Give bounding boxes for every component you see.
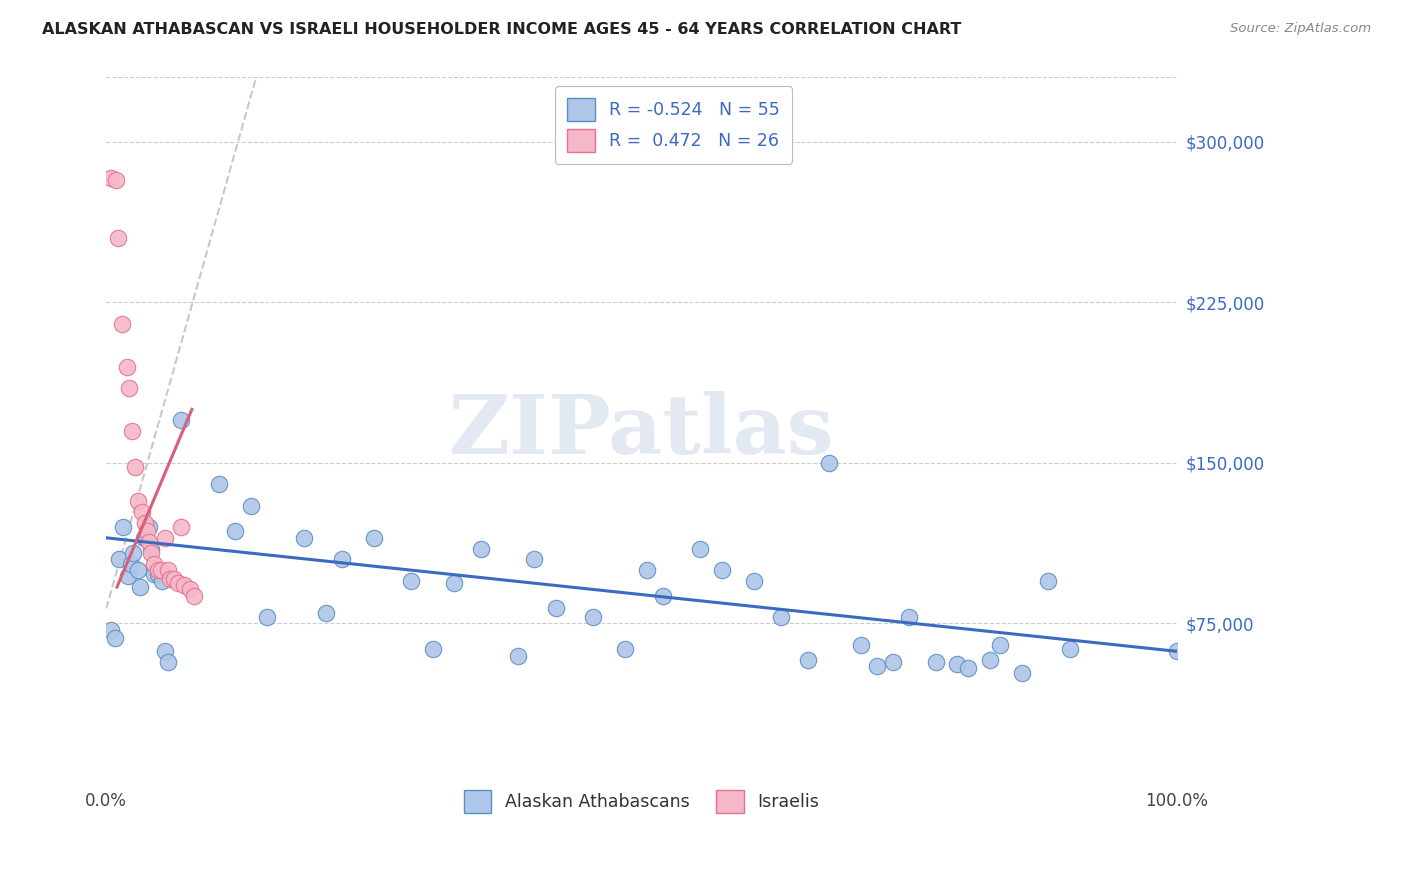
Point bbox=[957, 661, 980, 675]
Point bbox=[614, 642, 637, 657]
Point bbox=[508, 648, 530, 663]
Point bbox=[100, 171, 122, 186]
Point bbox=[652, 589, 675, 603]
Point bbox=[1038, 574, 1060, 588]
Point bbox=[315, 606, 337, 620]
Point bbox=[689, 541, 711, 556]
Point bbox=[141, 541, 163, 556]
Point bbox=[143, 567, 166, 582]
Text: ZIPatlas: ZIPatlas bbox=[449, 391, 834, 471]
Point bbox=[946, 657, 969, 672]
Point bbox=[849, 638, 872, 652]
Point bbox=[167, 575, 190, 590]
Point bbox=[179, 582, 201, 597]
Point bbox=[582, 610, 605, 624]
Point bbox=[138, 535, 160, 549]
Point bbox=[363, 531, 385, 545]
Point bbox=[170, 413, 193, 427]
Point bbox=[925, 655, 948, 669]
Point bbox=[108, 552, 131, 566]
Point bbox=[157, 655, 180, 669]
Point bbox=[118, 381, 141, 395]
Point bbox=[153, 644, 176, 658]
Point bbox=[866, 659, 889, 673]
Point bbox=[208, 477, 231, 491]
Point bbox=[127, 563, 149, 577]
Point bbox=[159, 572, 181, 586]
Point bbox=[224, 524, 246, 539]
Point bbox=[141, 546, 163, 560]
Text: ALASKAN ATHABASCAN VS ISRAELI HOUSEHOLDER INCOME AGES 45 - 64 YEARS CORRELATION : ALASKAN ATHABASCAN VS ISRAELI HOUSEHOLDE… bbox=[42, 22, 962, 37]
Point bbox=[112, 520, 135, 534]
Point bbox=[988, 638, 1011, 652]
Point bbox=[157, 563, 180, 577]
Point bbox=[150, 574, 173, 588]
Point bbox=[443, 575, 465, 590]
Point bbox=[121, 424, 143, 438]
Point bbox=[100, 623, 122, 637]
Point bbox=[131, 505, 153, 519]
Point bbox=[523, 552, 546, 566]
Point bbox=[1011, 665, 1033, 680]
Point bbox=[111, 317, 134, 331]
Point bbox=[107, 231, 129, 245]
Point bbox=[422, 642, 444, 657]
Point bbox=[898, 610, 921, 624]
Point bbox=[122, 546, 145, 560]
Point bbox=[115, 359, 138, 374]
Point bbox=[239, 499, 262, 513]
Point bbox=[129, 580, 152, 594]
Point bbox=[120, 557, 142, 571]
Point bbox=[882, 655, 904, 669]
Point bbox=[401, 574, 423, 588]
Point bbox=[146, 567, 169, 582]
Point bbox=[146, 563, 169, 577]
Point bbox=[183, 589, 205, 603]
Point bbox=[117, 569, 139, 583]
Point bbox=[138, 520, 160, 534]
Point bbox=[104, 632, 127, 646]
Point bbox=[470, 541, 492, 556]
Point bbox=[1166, 644, 1188, 658]
Point bbox=[544, 601, 567, 615]
Point bbox=[173, 578, 195, 592]
Point bbox=[153, 531, 176, 545]
Point bbox=[124, 460, 146, 475]
Point bbox=[292, 531, 315, 545]
Point bbox=[818, 456, 841, 470]
Point bbox=[149, 563, 172, 577]
Point bbox=[710, 563, 733, 577]
Point bbox=[170, 520, 193, 534]
Point bbox=[163, 572, 186, 586]
Point bbox=[769, 610, 792, 624]
Point bbox=[636, 563, 658, 577]
Point bbox=[330, 552, 353, 566]
Legend: Alaskan Athabascans, Israelis: Alaskan Athabascans, Israelis bbox=[451, 778, 832, 825]
Point bbox=[143, 557, 166, 571]
Point bbox=[127, 494, 149, 508]
Text: Source: ZipAtlas.com: Source: ZipAtlas.com bbox=[1230, 22, 1371, 36]
Point bbox=[135, 531, 157, 545]
Point bbox=[135, 524, 157, 539]
Point bbox=[1059, 642, 1081, 657]
Point bbox=[796, 653, 818, 667]
Point bbox=[132, 531, 155, 545]
Point bbox=[742, 574, 765, 588]
Point bbox=[104, 173, 127, 187]
Point bbox=[979, 653, 1001, 667]
Point bbox=[134, 516, 156, 530]
Point bbox=[256, 610, 278, 624]
